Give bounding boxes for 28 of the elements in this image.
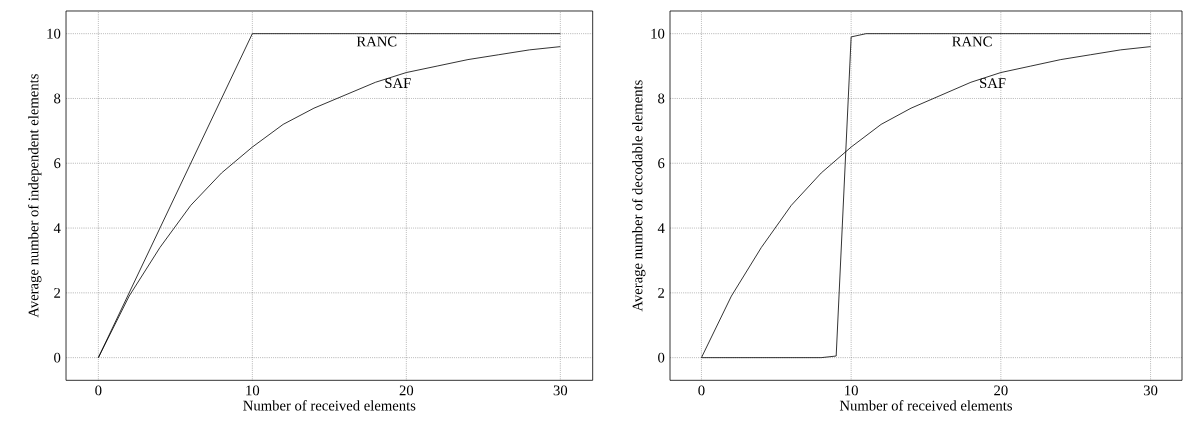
y-tick-label: 10: [651, 28, 665, 39]
y-tick-label: 4: [657, 223, 665, 233]
y-tick-label: 4: [53, 223, 61, 233]
y-tick-label: 6: [658, 158, 665, 169]
y-tick-label: 2: [658, 288, 665, 298]
x-tick-label: 10: [845, 385, 858, 396]
series-label: RANC: [952, 36, 992, 47]
series-label: RANC: [356, 36, 397, 47]
y-tick-label: 0: [54, 352, 61, 363]
y-tick-label: 8: [658, 93, 665, 104]
x-tick-label: 20: [994, 385, 1008, 396]
y-tick-label: 8: [54, 93, 61, 104]
x-tick-label: 0: [698, 385, 705, 396]
series-label: SAF: [385, 78, 411, 89]
x-axis-title: Number of received elements: [243, 400, 416, 411]
x-tick-label: 10: [246, 385, 260, 396]
y-tick-label: 6: [54, 158, 61, 169]
y-tick-label: 0: [658, 352, 665, 363]
y-axis-title: Average number of independent elements: [27, 74, 42, 318]
series-label: SAF: [980, 78, 1006, 89]
x-tick-label: 30: [553, 385, 568, 396]
x-tick-label: 0: [95, 385, 102, 396]
x-axis-title: Number of received elements: [839, 400, 1013, 411]
y-tick-label: 2: [54, 288, 61, 298]
x-tick-label: 30: [1143, 385, 1158, 396]
x-tick-label: 20: [399, 385, 414, 396]
y-axis-title: Average number of decodable elements: [631, 80, 646, 312]
y-tick-label: 10: [47, 28, 61, 39]
